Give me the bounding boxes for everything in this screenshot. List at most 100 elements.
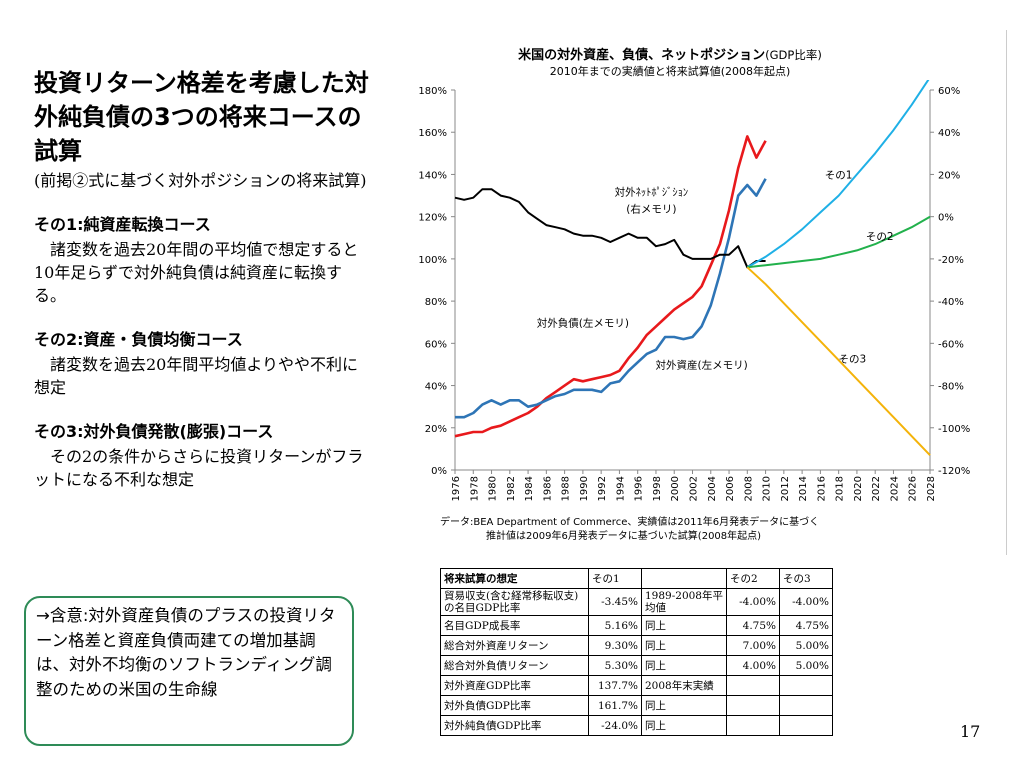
table-header-cell: その1: [588, 568, 642, 589]
left-axis-tick-label: 0%: [431, 466, 447, 477]
x-axis-tick-label: 2004: [707, 476, 718, 501]
table-cell: 同上: [641, 655, 727, 676]
table-row: 対外負債GDP比率 161.7% 同上: [440, 695, 833, 716]
series-line-6: [746, 266, 931, 456]
series-line-4: [746, 80, 930, 269]
left-axis-tick-label: 40%: [425, 382, 447, 393]
left-axis-tick-label: 160%: [418, 128, 447, 139]
table-cell: 対外負債GDP比率: [440, 695, 589, 716]
course-2-text: 諸変数を過去20年間平均値よりやや不利に想定: [34, 355, 359, 397]
page-number: 17: [960, 722, 981, 741]
series-line-5: [747, 215, 931, 269]
left-axis-tick-label: 120%: [418, 213, 447, 224]
series-line-3: [454, 188, 766, 269]
table-cell: [726, 695, 780, 716]
x-axis-tick-label: 2016: [816, 476, 827, 501]
x-axis-tick-label: 2000: [670, 476, 681, 501]
left-text-panel: 投資リターン格差を考慮した対外純負債の3つの将来コースの試算 (前掲②式に基づく…: [34, 66, 374, 491]
table-cell: 名目GDP成長率: [440, 615, 589, 636]
x-axis-tick-label: 1994: [615, 476, 626, 501]
x-axis-tick-label: 1980: [488, 476, 499, 501]
right-axis-tick-label: 40%: [938, 128, 960, 139]
table-cell: 161.7%: [588, 695, 642, 716]
x-axis-tick-label: 2024: [889, 476, 900, 501]
table-cell: 7.00%: [726, 635, 780, 656]
x-axis-tick-label: 2020: [853, 476, 864, 501]
table-cell: -3.45%: [588, 588, 642, 616]
table-cell: 4.75%: [726, 615, 780, 636]
table-cell: 2008年末実績: [641, 675, 727, 696]
table-header-cell: [641, 568, 727, 589]
series-line-1: [454, 135, 767, 438]
table-cell: [779, 675, 833, 696]
course-2: その2:資産・負債均衡コース 諸変数を過去20年間平均値よりやや不利に想定: [34, 329, 374, 399]
x-axis-tick-label: 1996: [634, 476, 645, 501]
table-cell: [726, 675, 780, 696]
table-cell: 4.00%: [726, 655, 780, 676]
table-cell: 総合対外資産リターン: [440, 635, 589, 656]
position-line-chart: 0% 20% 40% 60% 80% 100% 120% 140% 160% 180% -120% -…: [418, 80, 970, 501]
x-axis-tick-label: 2028: [926, 476, 937, 501]
table-cell: 5.30%: [588, 655, 642, 676]
table-cell: 5.00%: [779, 635, 833, 656]
table-row: 総合対外負債リターン 5.30% 同上 4.00% 5.00%: [440, 655, 833, 676]
table-cell: 対外純負債GDP比率: [440, 715, 589, 736]
table-row: 名目GDP成長率 5.16% 同上 4.75% 4.75%: [440, 615, 833, 636]
x-axis-tick-label: 1978: [469, 476, 480, 501]
left-axis-tick-label: 100%: [418, 255, 447, 266]
table-cell: [779, 715, 833, 736]
table-cell: 同上: [641, 695, 727, 716]
chart-annotation: その1: [825, 170, 853, 182]
left-axis-tick-label: 180%: [418, 86, 447, 97]
table-cell: [779, 695, 833, 716]
course-1: その1:純資産転換コース 諸変数を過去20年間の平均値で想定すると10年足らずで…: [34, 214, 374, 307]
table-cell: 5.00%: [779, 655, 833, 676]
table-cell: 総合対外負債リターン: [440, 655, 589, 676]
table-header-cell: その2: [726, 568, 780, 589]
chart-title: 米国の対外資産、負債、ネットポジション(GDP比率) 2010年までの実績値と将…: [450, 44, 890, 79]
chart-title-main: 米国の対外資産、負債、ネットポジション: [518, 48, 766, 63]
x-axis-tick-label: 2002: [689, 476, 700, 501]
table-cell: -4.00%: [779, 588, 833, 616]
left-axis-tick-label: 60%: [425, 339, 447, 350]
slide-subtitle: (前掲②式に基づく対外ポジションの将来試算): [34, 171, 367, 190]
table-cell: -4.00%: [726, 588, 780, 616]
table-row: 対外純負債GDP比率 -24.0% 同上: [440, 715, 833, 736]
x-axis-tick-label: 1976: [451, 476, 462, 501]
chart-annotation: 対外ﾈｯﾄﾎﾟｼﾞｼｮﾝ: [615, 186, 689, 199]
x-axis-tick-label: 2008: [743, 476, 754, 501]
table-row: 総合対外資産リターン 9.30% 同上 7.00% 5.00%: [440, 635, 833, 656]
chart-annotation: その3: [839, 353, 867, 365]
x-axis-tick-label: 2014: [798, 476, 809, 501]
x-axis-tick-label: 1988: [561, 476, 572, 501]
left-axis-tick-label: 80%: [425, 297, 447, 308]
divider-line: [1006, 30, 1007, 555]
table-row: 対外資産GDP比率 137.7% 2008年末実績: [440, 675, 833, 696]
course-1-heading: その1:純資産転換コース: [34, 215, 211, 234]
table-header-cell: 将来試算の想定: [440, 568, 589, 589]
table-cell: 同上: [641, 635, 727, 656]
source-line-1: データ:BEA Department of Commerce、実績値は2011年…: [440, 517, 820, 528]
x-axis-tick-label: 1998: [652, 476, 663, 501]
x-axis-tick-label: 1992: [597, 476, 608, 501]
course-3-text: その2の条件からさらに投資リターンがフラットになる不利な想定: [34, 447, 364, 489]
table-row: 貿易収支(含む経常移転収支)の名目GDP比率 -3.45% 1989-2008年…: [440, 588, 833, 616]
table-cell: 1989-2008年平均値: [641, 588, 727, 616]
right-axis-tick-label: -20%: [938, 255, 964, 266]
x-axis-tick-label: 2022: [871, 476, 882, 501]
right-axis-tick-label: -40%: [938, 297, 964, 308]
assumption-table: 将来試算の想定 その1 その2 その3 貿易収支(含む経常移転収支)の名目GDP…: [440, 568, 833, 736]
table-header-cell: その3: [779, 568, 833, 589]
x-axis-tick-label: 1990: [579, 476, 590, 501]
right-axis-tick-label: -100%: [938, 424, 970, 435]
x-axis-tick-label: 2018: [835, 476, 846, 501]
course-1-text: 諸変数を過去20年間の平均値で想定すると10年足らずで対外純負債は純資産に転換す…: [34, 240, 359, 305]
right-axis-tick-label: -80%: [938, 382, 964, 393]
chart-annotation: 対外資産(左メモリ): [656, 359, 748, 372]
table-cell: 4.75%: [779, 615, 833, 636]
left-axis-tick-label: 20%: [425, 424, 447, 435]
slide-title: 投資リターン格差を考慮した対外純負債の3つの将来コースの試算: [34, 69, 369, 165]
series-line-2: [455, 178, 767, 419]
chart-subtitle: 2010年までの実績値と将来試算値(2008年起点): [549, 65, 791, 78]
x-axis-tick-label: 2012: [780, 476, 791, 501]
